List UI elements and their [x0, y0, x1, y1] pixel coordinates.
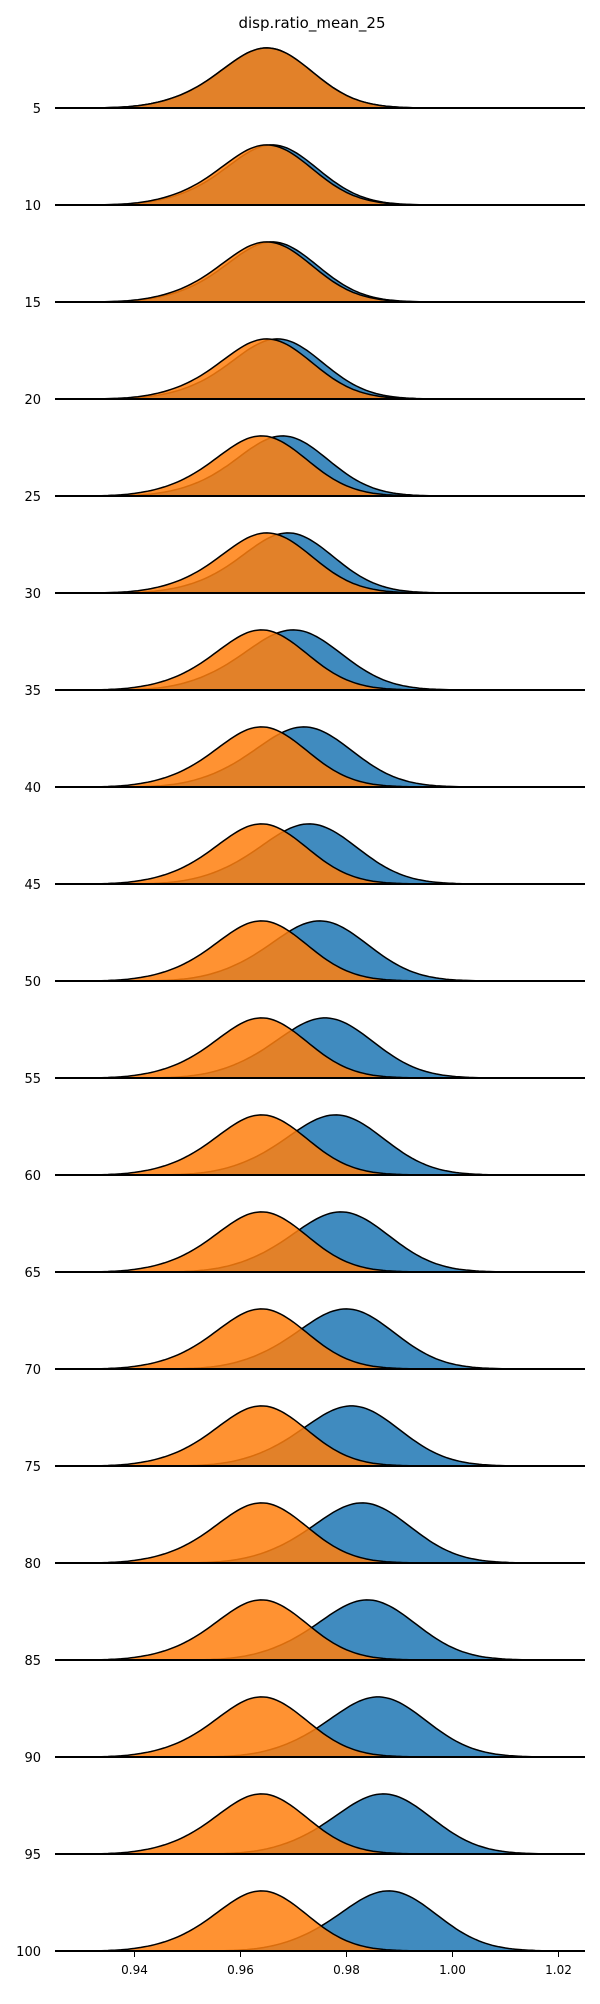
ridge-row: 45: [24, 823, 585, 893]
ridge-row: 90: [24, 1696, 585, 1766]
row-label: 65: [24, 1266, 41, 1281]
row-label: 60: [24, 1169, 41, 1184]
ridge-row: 60: [24, 1114, 585, 1184]
ridge-row: 65: [24, 1211, 585, 1281]
ridge-row: 15: [24, 241, 585, 311]
row-label: 55: [24, 1072, 41, 1087]
orange-density-area: [55, 1890, 585, 1952]
orange-density-area: [55, 338, 585, 400]
orange-density-area: [55, 1793, 585, 1855]
x-tick-label: 0.98: [333, 1963, 360, 1977]
chart-title: disp.ratio_mean_25: [238, 14, 385, 33]
x-tick-label: 1.00: [439, 1963, 466, 1977]
row-label: 50: [24, 975, 41, 990]
ridge-row: 100: [16, 1890, 585, 1960]
ridge-row: 50: [24, 920, 585, 990]
x-axis: 0.94 0.96 0.98 1.00 1.02: [121, 1951, 572, 1977]
row-label: 5: [33, 102, 41, 117]
row-label: 25: [24, 490, 41, 505]
row-label: 10: [24, 199, 41, 214]
row-label: 45: [24, 878, 41, 893]
ridgeline-rows: 5 10 15 20 25 30 35 40 45 50 55 60 65 70 75 80 85 90 95 100: [16, 47, 585, 1960]
x-tick-label: 0.96: [227, 1963, 254, 1977]
x-tick-label: 1.02: [545, 1963, 572, 1977]
ridge-row: 70: [24, 1308, 585, 1378]
row-label: 80: [24, 1557, 41, 1572]
ridge-row: 80: [24, 1502, 585, 1572]
row-label: 35: [24, 684, 41, 699]
orange-density-area: [55, 144, 585, 206]
ridge-row: 85: [24, 1599, 585, 1669]
ridge-row: 5: [33, 47, 585, 117]
ridge-row: 95: [24, 1793, 585, 1863]
row-label: 15: [24, 296, 41, 311]
x-tick-label: 0.94: [121, 1963, 148, 1977]
row-label: 100: [16, 1945, 41, 1960]
row-label: 90: [24, 1751, 41, 1766]
orange-density-area: [55, 532, 585, 594]
ridge-row: 30: [24, 532, 585, 602]
ridge-row: 10: [24, 144, 585, 214]
ridge-row: 35: [24, 629, 585, 699]
row-label: 40: [24, 781, 41, 796]
row-label: 75: [24, 1460, 41, 1475]
row-label: 20: [24, 393, 41, 408]
row-label: 70: [24, 1363, 41, 1378]
orange-density-area: [55, 241, 585, 303]
row-label: 30: [24, 587, 41, 602]
ridge-row: 55: [24, 1017, 585, 1087]
ridge-row: 20: [24, 338, 585, 408]
ridge-row: 25: [24, 435, 585, 505]
row-label: 95: [24, 1848, 41, 1863]
ridge-row: 40: [24, 726, 585, 796]
ridge-row: 75: [24, 1405, 585, 1475]
orange-density-area: [55, 47, 585, 109]
row-label: 85: [24, 1654, 41, 1669]
